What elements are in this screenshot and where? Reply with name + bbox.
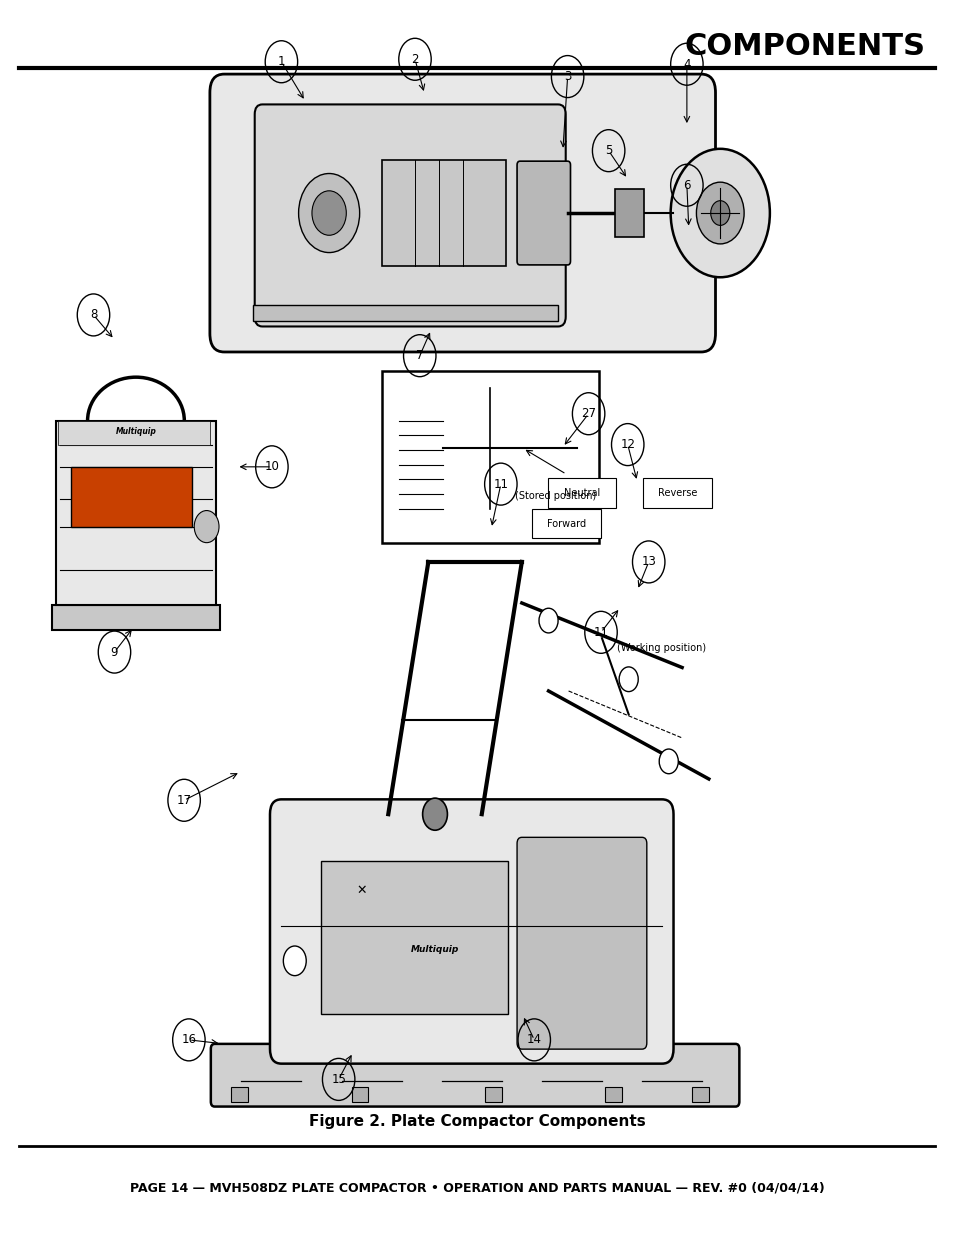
Text: 27: 27: [580, 408, 596, 420]
Text: 9: 9: [111, 646, 118, 658]
Text: 10: 10: [264, 461, 279, 473]
Bar: [253, 305, 558, 321]
Bar: [56, 421, 215, 605]
Circle shape: [696, 182, 743, 245]
Bar: [381, 370, 598, 543]
Text: COMPONENTS: COMPONENTS: [683, 32, 924, 62]
Bar: [52, 605, 219, 630]
Text: (Stored position): (Stored position): [515, 492, 596, 501]
Text: 2: 2: [411, 53, 418, 65]
Text: 11: 11: [493, 478, 508, 490]
Bar: [58, 421, 210, 445]
FancyBboxPatch shape: [517, 162, 570, 266]
Text: 4: 4: [682, 58, 690, 70]
Text: 17: 17: [176, 794, 192, 806]
Text: Figure 2. Plate Compactor Components: Figure 2. Plate Compactor Components: [309, 1114, 644, 1129]
Text: 8: 8: [90, 309, 97, 321]
Circle shape: [298, 173, 359, 253]
Bar: [381, 161, 505, 266]
Circle shape: [194, 510, 219, 542]
FancyBboxPatch shape: [270, 799, 673, 1063]
Circle shape: [618, 667, 638, 692]
Text: Multiquip: Multiquip: [411, 945, 458, 953]
Circle shape: [670, 149, 769, 278]
Text: 16: 16: [181, 1034, 196, 1046]
Circle shape: [710, 201, 729, 226]
FancyBboxPatch shape: [211, 1044, 739, 1107]
Text: ✕: ✕: [355, 884, 367, 897]
Text: Forward: Forward: [546, 519, 586, 529]
Text: 12: 12: [619, 438, 635, 451]
Bar: [71, 467, 192, 526]
Text: 13: 13: [640, 556, 656, 568]
Text: 1: 1: [277, 56, 285, 68]
Text: Neutral: Neutral: [563, 488, 599, 498]
Circle shape: [422, 798, 447, 830]
Bar: [231, 1087, 248, 1102]
FancyBboxPatch shape: [642, 478, 711, 508]
Bar: [484, 1087, 501, 1102]
FancyBboxPatch shape: [532, 509, 600, 538]
FancyBboxPatch shape: [254, 105, 565, 326]
Text: 11: 11: [593, 626, 608, 638]
Circle shape: [283, 946, 306, 976]
Circle shape: [659, 748, 678, 773]
FancyBboxPatch shape: [321, 861, 508, 1014]
Bar: [604, 1087, 621, 1102]
Text: 3: 3: [563, 70, 571, 83]
Bar: [691, 1087, 708, 1102]
Text: 14: 14: [526, 1034, 541, 1046]
Text: 15: 15: [331, 1073, 346, 1086]
FancyBboxPatch shape: [210, 74, 715, 352]
Text: PAGE 14 — MVH508DZ PLATE COMPACTOR • OPERATION AND PARTS MANUAL — REV. #0 (04/04: PAGE 14 — MVH508DZ PLATE COMPACTOR • OPE…: [130, 1182, 823, 1194]
Text: Reverse: Reverse: [657, 488, 697, 498]
Bar: [615, 189, 643, 237]
Bar: [351, 1087, 368, 1102]
Circle shape: [538, 609, 558, 634]
Text: Multiquip: Multiquip: [115, 427, 156, 436]
Text: 6: 6: [682, 179, 690, 191]
FancyBboxPatch shape: [517, 837, 646, 1050]
Text: 7: 7: [416, 350, 423, 362]
Text: (Working position): (Working position): [617, 643, 705, 653]
Circle shape: [312, 191, 346, 236]
FancyBboxPatch shape: [547, 478, 616, 508]
Text: 5: 5: [604, 144, 612, 157]
